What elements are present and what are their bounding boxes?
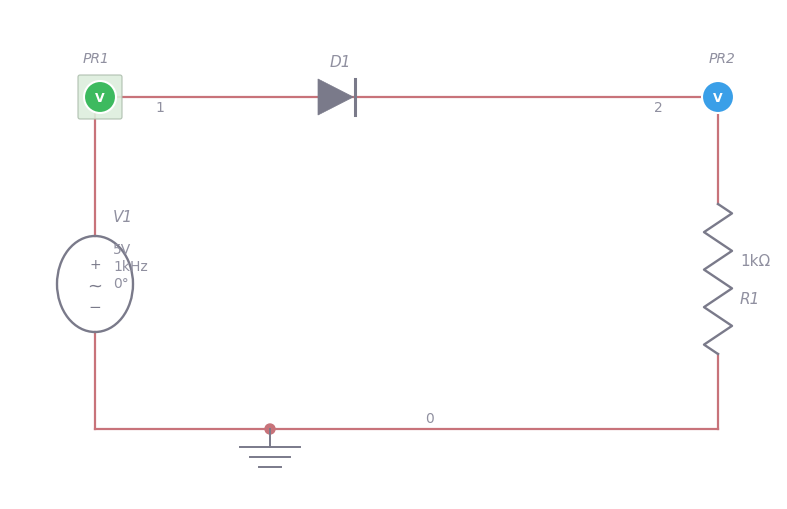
Text: 1: 1 xyxy=(156,101,164,115)
Text: +: + xyxy=(89,258,101,271)
Circle shape xyxy=(265,424,275,434)
Text: 2: 2 xyxy=(654,101,663,115)
FancyBboxPatch shape xyxy=(78,76,122,120)
Text: D1: D1 xyxy=(329,55,351,70)
Text: 0°: 0° xyxy=(113,276,129,291)
Text: R1: R1 xyxy=(740,292,760,307)
Circle shape xyxy=(84,82,116,114)
Circle shape xyxy=(702,82,734,114)
Text: 1kHz: 1kHz xyxy=(113,260,148,273)
Text: 5V: 5V xyxy=(113,242,131,257)
Text: V: V xyxy=(713,91,722,104)
Text: 1kΩ: 1kΩ xyxy=(740,254,770,269)
Text: PR1: PR1 xyxy=(83,52,109,66)
Polygon shape xyxy=(318,80,353,116)
Text: 0: 0 xyxy=(426,411,434,425)
Text: V1: V1 xyxy=(113,210,133,224)
Text: ~: ~ xyxy=(87,277,102,295)
Text: V: V xyxy=(95,91,105,104)
Text: −: − xyxy=(89,299,102,314)
Text: PR2: PR2 xyxy=(708,52,735,66)
